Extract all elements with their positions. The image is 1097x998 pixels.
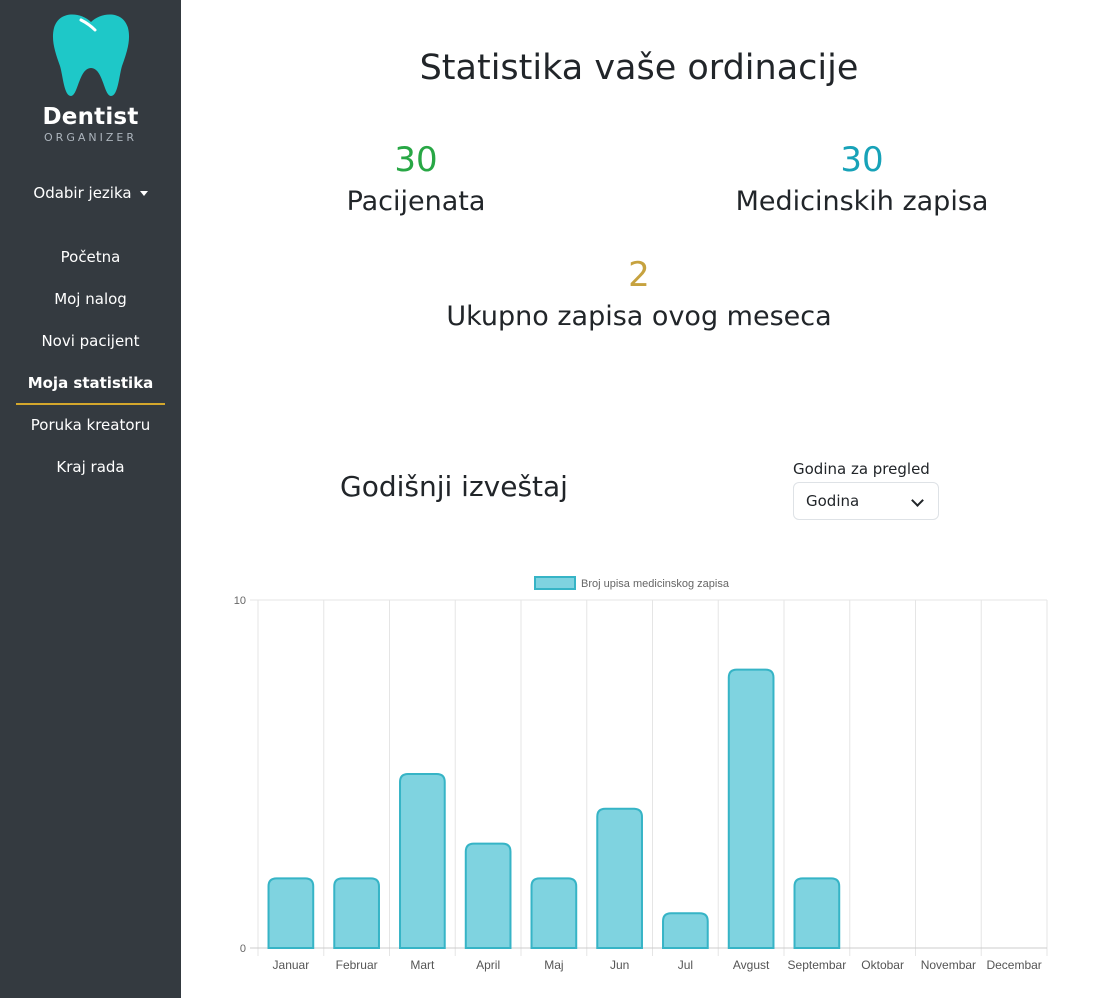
bar bbox=[727, 668, 775, 949]
year-select-label: Godina za pregled bbox=[793, 460, 930, 478]
x-tick-label: Mart bbox=[410, 958, 435, 972]
bar bbox=[793, 877, 841, 949]
legend-swatch bbox=[534, 576, 576, 590]
stat-patients: 30 Pacijenata bbox=[316, 140, 516, 217]
language-dropdown[interactable]: Odabir jezika bbox=[0, 184, 181, 202]
sidebar-item-label: Poruka kreatoru bbox=[30, 416, 151, 434]
sidebar-item-my-statistics[interactable]: Moja statistika bbox=[0, 362, 181, 405]
bar bbox=[399, 773, 446, 949]
language-dropdown-label: Odabir jezika bbox=[33, 184, 132, 202]
sidebar: Dentist ORGANIZER Odabir jezika Početna … bbox=[0, 0, 181, 998]
y-tick-label: 10 bbox=[234, 595, 246, 607]
legend-label: Broj upisa medicinskog zapisa bbox=[581, 578, 730, 590]
sidebar-item-label: Novi pacijent bbox=[41, 332, 140, 350]
bar bbox=[662, 912, 709, 949]
sidebar-item-label: Početna bbox=[60, 248, 121, 266]
caret-down-icon bbox=[139, 191, 148, 196]
stat-month: 2 Ukupno zapisa ovog meseca bbox=[400, 255, 878, 332]
stat-patients-value: 30 bbox=[394, 140, 438, 180]
brand-logo[interactable]: Dentist ORGANIZER bbox=[0, 10, 181, 144]
stat-month-value: 2 bbox=[628, 255, 650, 295]
brand-subtitle: ORGANIZER bbox=[44, 131, 137, 144]
sidebar-item-label: Kraj rada bbox=[56, 458, 125, 476]
page-title: Statistika vaše ordinacije bbox=[419, 48, 859, 88]
x-tick-label: Februar bbox=[336, 958, 378, 972]
sidebar-item-my-account[interactable]: Moj nalog bbox=[0, 278, 181, 320]
bar bbox=[596, 807, 643, 949]
tooth-icon bbox=[52, 14, 129, 96]
stat-records: 30 Medicinskih zapisa bbox=[702, 140, 1022, 217]
annual-report-title: Godišnji izveštaj bbox=[340, 470, 568, 503]
x-tick-label: Novembar bbox=[921, 958, 976, 972]
stat-records-label: Medicinskih zapisa bbox=[735, 186, 989, 217]
chevron-down-icon bbox=[911, 494, 924, 507]
stat-records-value: 30 bbox=[840, 140, 884, 180]
sidebar-item-new-patient[interactable]: Novi pacijent bbox=[0, 320, 181, 362]
year-select[interactable]: Godina bbox=[793, 482, 939, 520]
sidebar-item-home[interactable]: Početna bbox=[0, 236, 181, 278]
x-tick-label: April bbox=[476, 958, 500, 972]
stat-patients-label: Pacijenata bbox=[346, 186, 486, 217]
x-tick-label: Maj bbox=[544, 958, 563, 972]
bar bbox=[333, 877, 380, 949]
sidebar-item-logout[interactable]: Kraj rada bbox=[0, 446, 181, 488]
y-tick-label: 0 bbox=[240, 943, 246, 955]
bar bbox=[464, 842, 512, 949]
bar bbox=[267, 877, 315, 949]
sidebar-item-message-creator[interactable]: Poruka kreatoru bbox=[0, 404, 181, 446]
x-tick-label: Januar bbox=[273, 958, 310, 972]
x-tick-label: Oktobar bbox=[861, 958, 904, 972]
x-tick-label: Decembar bbox=[986, 958, 1041, 972]
year-select-value: Godina bbox=[806, 492, 860, 510]
x-tick-label: Jul bbox=[678, 958, 693, 972]
brand-title: Dentist bbox=[42, 104, 139, 130]
sidebar-nav: Početna Moj nalog Novi pacijent Moja sta… bbox=[0, 236, 181, 488]
sidebar-item-label: Moj nalog bbox=[54, 290, 127, 308]
x-tick-label: Avgust bbox=[733, 958, 770, 972]
stat-month-label: Ukupno zapisa ovog meseca bbox=[446, 301, 832, 332]
x-tick-label: Jun bbox=[610, 958, 629, 972]
bar bbox=[530, 877, 578, 949]
sidebar-item-label: Moja statistika bbox=[15, 363, 166, 405]
x-tick-label: Septembar bbox=[788, 958, 847, 972]
annual-bar-chart: Broj upisa medicinskog zapisa 0 10 Januar Fe… bbox=[234, 576, 1048, 972]
